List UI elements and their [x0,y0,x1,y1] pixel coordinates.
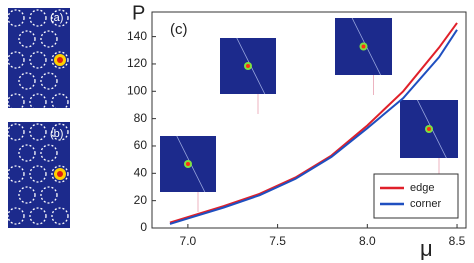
lattice-site [51,165,69,183]
y-tick-label: 100 [127,83,147,97]
lattice-site [29,51,47,69]
lattice-site [40,186,58,204]
lattice-site [7,207,25,225]
y-tick-label: 60 [134,138,148,152]
lattice-site [29,93,47,111]
x-tick-label: 8.0 [359,234,376,248]
lattice-site [18,144,36,162]
lattice-site [7,165,25,183]
hot-spot [57,171,63,177]
lattice-site [40,72,58,90]
lattice-site [51,9,69,27]
lattice-site [18,30,36,48]
series-line [169,29,458,225]
legend [373,173,459,219]
lattice-site [29,165,47,183]
hot-spot [57,57,63,63]
panel-label: (a) [50,12,63,24]
y-tick-label: 20 [134,193,148,207]
y-axis-label: P [132,2,145,24]
legend-label: corner [410,198,442,210]
lattice-site [29,123,47,141]
y-tick-label: 40 [134,165,148,179]
lattice-site [29,9,47,27]
x-tick-label: 7.5 [269,234,286,248]
lattice-site [51,51,69,69]
panel-label: (b) [50,128,63,140]
x-tick-label: 8.5 [449,234,466,248]
lattice-site [18,186,36,204]
x-axis-label: μ [420,236,433,261]
lattice-site [51,207,69,225]
inset-spot [361,44,366,49]
y-tick-label: 140 [127,29,147,43]
lattice-site [7,123,25,141]
series-line [169,22,458,224]
y-tick-label: 0 [140,220,147,234]
lattice-site [40,144,58,162]
panel-label: (c) [170,21,188,38]
lattice-site [29,207,47,225]
legend-label: edge [410,182,434,194]
inset-spot [186,162,190,166]
inset-spot [427,127,431,131]
y-tick-label: 120 [127,56,147,70]
lattice-site [7,51,25,69]
lattice-site [51,93,69,111]
lattice-site [40,30,58,48]
lattice-site [51,123,69,141]
x-tick-label: 7.0 [180,234,197,248]
plot-frame [151,11,467,229]
lattice-site [7,9,25,27]
lattice-site [18,72,36,90]
lattice-site [7,93,25,111]
y-tick-label: 80 [134,111,148,125]
inset-spot [246,64,250,68]
